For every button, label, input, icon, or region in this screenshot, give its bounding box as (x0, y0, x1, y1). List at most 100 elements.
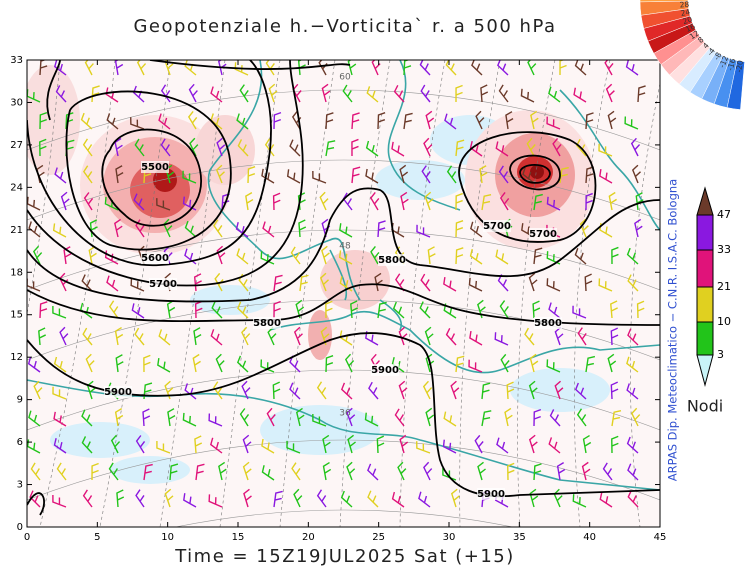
wind-barb (114, 326, 124, 346)
wind-barb (526, 137, 536, 157)
parallel (27, 159, 660, 221)
wind-barb (572, 305, 587, 319)
wind-barb (631, 407, 641, 427)
wind-barb (395, 273, 405, 292)
wind-barb (624, 116, 639, 130)
wind-barb (286, 440, 301, 454)
wind-barb (266, 407, 276, 427)
wind-barb (585, 192, 593, 211)
contour-label: 5900 (477, 489, 505, 500)
wind-barb (398, 380, 408, 400)
geopotential-contour (27, 60, 272, 266)
wind-barb (608, 191, 617, 211)
wind-legend-swatch (696, 286, 714, 323)
coastline (269, 310, 660, 374)
wind-barb (236, 355, 249, 373)
wind-barb (293, 326, 303, 346)
contour-label: 5800 (378, 255, 406, 266)
meridian (459, 60, 501, 527)
wind-barb (529, 488, 539, 508)
wind-barb (554, 380, 564, 400)
vorticity-scale-label: -8 (712, 50, 724, 61)
wind-barb (444, 113, 457, 130)
wind-barb (497, 60, 509, 76)
wind-barb (114, 408, 124, 427)
contour-label-bg (141, 252, 169, 264)
wind-barb (133, 193, 145, 211)
vorticity-negative (50, 422, 150, 458)
wind-barb (81, 436, 93, 454)
wind-barb (83, 192, 94, 211)
wind-barb (131, 303, 145, 319)
wind-barb (55, 85, 67, 103)
wind-barb (364, 412, 379, 427)
meridian (630, 82, 660, 527)
wind-barb (528, 380, 538, 400)
wind-barb (607, 110, 617, 130)
contour-label: 5700 (483, 221, 511, 232)
wind-barb (610, 300, 618, 319)
wind-barb (419, 301, 431, 319)
wind-barb (377, 220, 386, 238)
wind-barb (143, 463, 153, 481)
wind-barb (351, 138, 359, 157)
wind-barb (136, 60, 147, 76)
wind-barb (546, 196, 561, 211)
wind-barb (143, 354, 151, 373)
wind-barb (585, 112, 594, 130)
wind-barb (574, 247, 587, 265)
wind-barb (237, 301, 249, 319)
wind-barb (216, 137, 226, 157)
wind-barb (455, 355, 465, 373)
wind-barb (351, 166, 361, 184)
vorticity-scale-label: -20 (734, 59, 745, 73)
wind-barb (194, 435, 203, 454)
wind-barb (216, 245, 226, 265)
wind-barb (455, 247, 464, 265)
wind-barb (420, 273, 431, 292)
wind-barb (273, 111, 282, 130)
wind-barb (607, 353, 617, 373)
wind-barb (114, 60, 124, 76)
wind-barb (30, 462, 41, 481)
wind-barb (424, 191, 434, 211)
wind-barb (312, 171, 327, 184)
wind-barb (394, 408, 405, 427)
wind-barb (611, 246, 619, 265)
wind-barb (475, 110, 485, 130)
wind-barb (627, 328, 639, 346)
wind-barb (421, 165, 431, 184)
wind-barb (260, 251, 275, 265)
wind-barb (469, 141, 483, 157)
wind-barb (399, 164, 409, 184)
wind-barb (391, 491, 405, 508)
wind-barb (500, 353, 510, 373)
wind-barb (477, 461, 486, 481)
wind-barb (213, 219, 223, 238)
parallel (27, 369, 660, 431)
wind-barb (370, 192, 380, 211)
wind-barb (577, 327, 587, 346)
wind-barb (347, 434, 356, 454)
contour-label: 5600 (141, 253, 169, 264)
wind-barb (505, 111, 514, 130)
wind-legend-bottom (696, 354, 714, 387)
meridian (517, 60, 556, 527)
vorticity-scale-label: 24 (680, 7, 691, 18)
wind-barb (213, 381, 223, 400)
contour-label-bg (141, 161, 169, 173)
contour-label-bg (483, 220, 511, 232)
wind-barb (481, 194, 492, 211)
wind-barb (242, 461, 252, 481)
wind-barb (295, 407, 305, 427)
x-tick-label: 20 (302, 532, 315, 543)
y-tick-label: 0 (17, 522, 23, 533)
wind-barb (506, 381, 515, 400)
geopotential-contour (101, 128, 203, 227)
wind-barb (82, 327, 93, 346)
vorticity-scale-label: 16 (684, 22, 697, 34)
wind-barb (188, 83, 198, 103)
wind-barb (598, 143, 613, 157)
wind-barb (470, 221, 483, 238)
